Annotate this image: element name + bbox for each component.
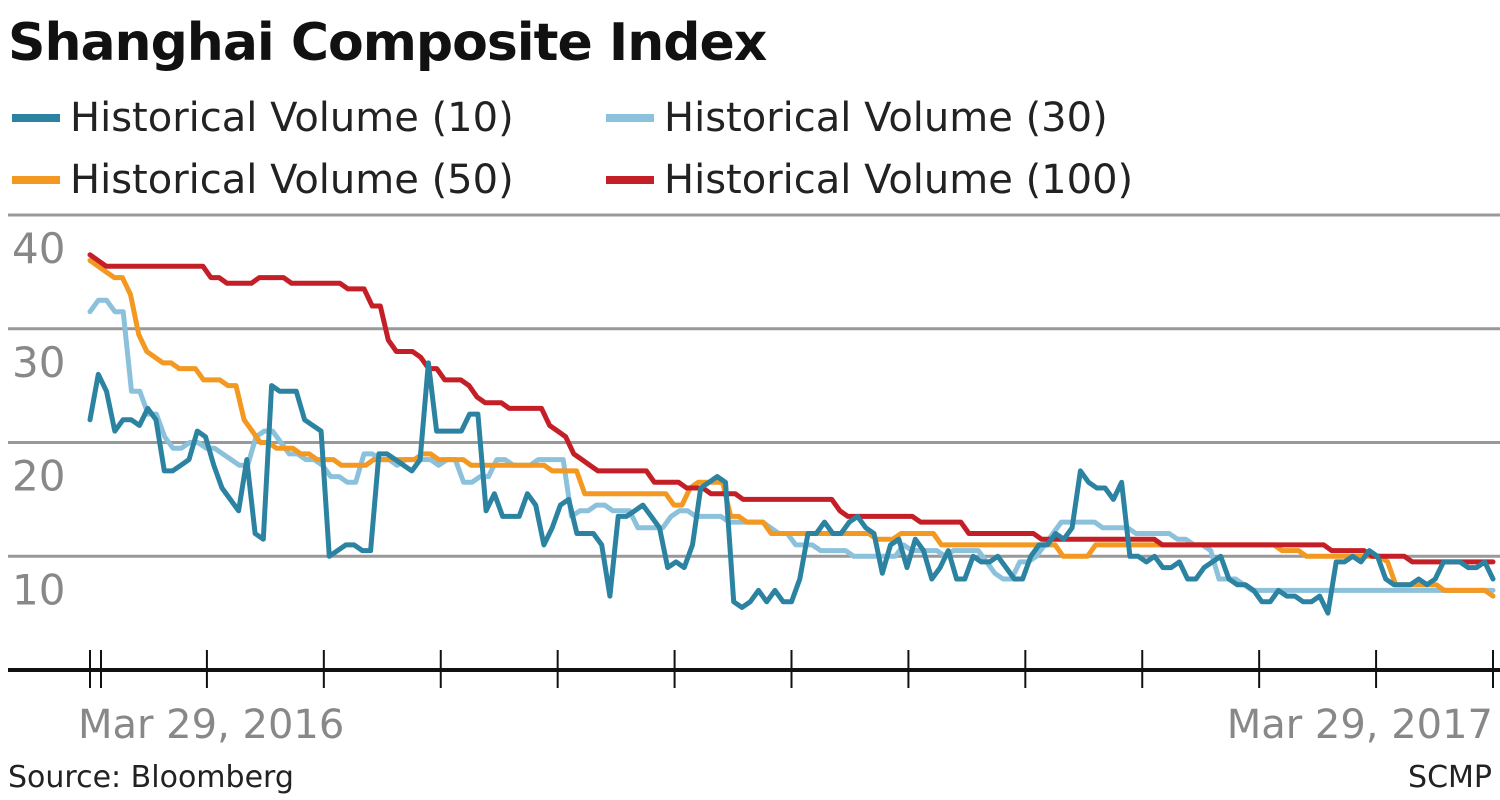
legend-label-hv30: Historical Volume (30) <box>664 95 1108 141</box>
legend-item-hv50: Historical Volume (50) <box>12 150 514 210</box>
line-chart: 40 30 20 10 Mar 29, 2016 Mar 29, 2017 <box>8 213 1500 748</box>
legend-label-hv100: Historical Volume (100) <box>664 157 1134 203</box>
y-tick-label-20: 20 <box>12 452 65 501</box>
legend-swatch-hv50 <box>12 176 60 184</box>
legend-item-hv30: Historical Volume (30) <box>606 88 1108 148</box>
source-note: Source: Bloomberg <box>8 760 294 795</box>
credit-note: SCMP <box>1408 760 1492 795</box>
series-line-hv100 <box>87 252 1496 565</box>
legend-label-hv10: Historical Volume (10) <box>70 95 514 141</box>
x-tick-label-end: Mar 29, 2017 <box>1227 702 1493 748</box>
legend-swatch-hv100 <box>606 176 654 184</box>
y-tick-label-30: 30 <box>12 338 65 387</box>
legend-item-hv100: Historical Volume (100) <box>606 150 1133 210</box>
legend-swatch-hv30 <box>606 114 654 122</box>
series-line-hv10 <box>87 360 1496 616</box>
y-tick-label-40: 40 <box>12 224 65 273</box>
legend-swatch-hv10 <box>12 114 60 122</box>
page-title: Shanghai Composite Index <box>8 13 767 73</box>
legend-label-hv50: Historical Volume (50) <box>70 157 514 203</box>
x-tick-label-start: Mar 29, 2016 <box>78 702 344 748</box>
y-tick-label-10: 10 <box>12 565 65 614</box>
legend-item-hv10: Historical Volume (10) <box>12 88 514 148</box>
